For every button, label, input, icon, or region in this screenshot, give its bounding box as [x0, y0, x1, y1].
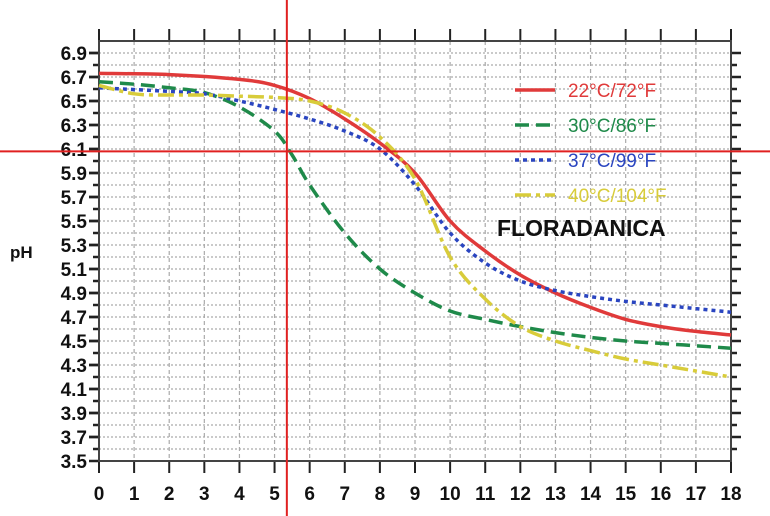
grid	[99, 41, 731, 461]
y-tick-label: 6.3	[61, 116, 87, 137]
x-tick-label: 0	[94, 484, 105, 505]
y-tick-label: 4.9	[61, 284, 87, 305]
y-axis-label: pH	[10, 243, 33, 262]
x-tick-label: 11	[475, 484, 496, 505]
series-line-1	[98, 80, 732, 350]
y-tick-label: 5.7	[61, 188, 87, 209]
annotation-floradanica: FLORADANICA	[497, 215, 666, 241]
x-tick-label: 6	[304, 484, 315, 505]
x-tick-label: 14	[580, 484, 602, 505]
x-tick-label: 3	[199, 484, 210, 505]
series-line-3	[98, 83, 732, 379]
x-tick-label: 18	[720, 484, 741, 505]
x-tick-label: 16	[650, 484, 671, 505]
legend-label: 40°C/104°F	[568, 186, 667, 207]
plot-frame	[98, 40, 732, 462]
y-tick-label: 4.5	[61, 332, 88, 353]
legend-label: 30°C/86°F	[568, 116, 656, 137]
y-tick-label: 4.7	[61, 308, 87, 329]
legend-label: 22°C/72°F	[568, 81, 656, 102]
x-tick-label: 13	[545, 484, 566, 505]
y-tick-label: 3.9	[61, 404, 87, 425]
series-lines	[98, 71, 732, 379]
y-tick-label: 6.5	[61, 92, 88, 113]
y-tick-label: 5.1	[61, 260, 88, 281]
x-tick-label: 12	[510, 484, 531, 505]
y-tick-label: 6.7	[61, 68, 87, 89]
series-line-0	[98, 71, 732, 337]
x-tick-label: 7	[339, 484, 350, 505]
x-tick-label: 2	[164, 484, 175, 505]
x-tick-label: 15	[615, 484, 637, 505]
y-tick-label: 3.5	[61, 452, 88, 473]
x-tick-label: 9	[410, 484, 421, 505]
series-line-2	[98, 86, 732, 314]
x-tick-label: 5	[269, 484, 280, 505]
legend: 22°C/72°F 30°C/86°F 37°C/99°F 40°C/104°F	[515, 81, 667, 207]
x-tick-label: 8	[375, 484, 386, 505]
y-tick-label: 6.9	[61, 44, 87, 65]
y-tick-label: 5.9	[61, 164, 87, 185]
y-tick-label: 5.5	[61, 212, 88, 233]
axes: 0 1 2 3 4 5 6 7 8 9 10 11 12 13 14 15 16 17 183.53.73.94.1…	[61, 29, 742, 505]
y-tick-label: 3.7	[61, 428, 87, 449]
x-tick-label: 1	[129, 484, 140, 505]
y-tick-label: 4.3	[61, 356, 87, 377]
legend-label: 37°C/99°F	[568, 151, 656, 172]
y-tick-label: 4.1	[61, 380, 88, 401]
x-tick-label: 10	[440, 484, 461, 505]
x-tick-label: 17	[685, 484, 706, 505]
y-tick-label: 5.3	[61, 236, 87, 257]
x-tick-label: 4	[234, 484, 245, 505]
